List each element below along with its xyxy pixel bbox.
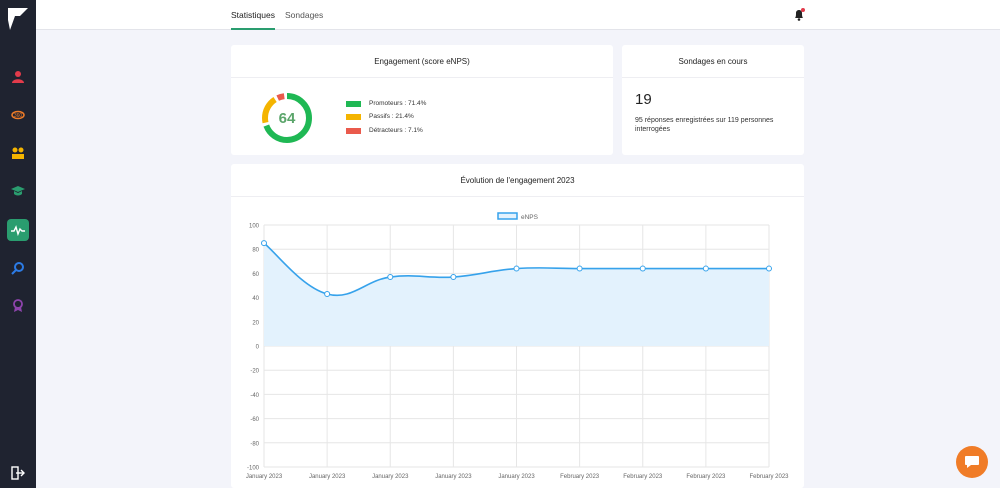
tab-sondages[interactable]: Sondages [285, 10, 324, 20]
surveys-card: Sondages en cours 19 95 réponses enregis… [622, 45, 804, 155]
chart-data-point[interactable] [324, 290, 331, 297]
legend-label-detracteurs: Détracteurs : 7.1% [369, 127, 423, 134]
pulse-icon[interactable] [7, 219, 29, 241]
x-tick-label: January 2023 [372, 474, 409, 480]
chart-data-point[interactable] [766, 265, 772, 272]
legend-promoteurs: Promoteurs : 71.4% [346, 100, 426, 107]
chart-data-point[interactable] [576, 265, 583, 272]
legend-label-promoteurs: Promoteurs : 71.4% [369, 100, 427, 107]
chart-data-point[interactable] [387, 274, 394, 281]
user-icon[interactable] [7, 66, 29, 88]
chart-data-point[interactable] [261, 240, 267, 247]
y-tick-label: -40 [250, 393, 259, 399]
team-icon[interactable] [7, 142, 29, 164]
chart-data-point[interactable] [513, 265, 520, 272]
award-icon[interactable] [7, 295, 29, 317]
legend-label-enps: eNPS [521, 214, 539, 221]
legend-swatch-passifs [346, 113, 361, 120]
chart-data-point[interactable] [639, 265, 646, 272]
x-tick-label: January 2023 [309, 474, 346, 480]
logout-icon[interactable] [7, 462, 29, 484]
y-tick-label: 100 [249, 224, 260, 230]
legend-label-passifs: Passifs : 21.4% [369, 113, 414, 120]
x-tick-label: January 2023 [246, 474, 283, 480]
legend-swatch-promoteurs [346, 100, 361, 107]
surveys-count: 19 [635, 91, 652, 108]
chart-series-line [263, 242, 769, 297]
y-tick-label: -80 [250, 441, 259, 447]
x-tick-label: February 2023 [623, 474, 663, 480]
legend-swatch-enps [497, 212, 518, 220]
surveys-description: 95 réponses enregistrées sur 119 personn… [635, 117, 774, 133]
y-tick-label: -100 [247, 466, 260, 472]
x-tick-label: February 2023 [686, 474, 726, 480]
engagement-chart-card: Évolution de l'engagement 2023 100 80 60 40… [231, 164, 804, 488]
legend-passifs: Passifs : 21.4% [346, 113, 414, 120]
app-logo[interactable] [6, 6, 30, 32]
surveys-card-title: Sondages en cours [622, 45, 804, 78]
chart-data-point[interactable] [450, 274, 457, 281]
top-bar: Statistiques Sondages [36, 0, 1000, 30]
y-tick-label: 0 [256, 345, 260, 351]
chat-button[interactable] [956, 446, 988, 478]
enps-donut: 64 [262, 93, 312, 143]
chat-bubble-icon [965, 456, 979, 468]
svg-text:360: 360 [14, 113, 23, 119]
legend-swatch-detracteurs [346, 127, 361, 134]
legend-detracteurs: Détracteurs : 7.1% [346, 127, 423, 134]
sidebar: 360 [0, 0, 36, 488]
x-tick-label: February 2023 [560, 474, 600, 480]
y-tick-label: -20 [250, 369, 259, 375]
y-tick-label: 40 [252, 296, 259, 302]
engagement-line-chart: 100 80 60 40 20 0 -20 -40 -60 -80 -100 January 2023… [246, 212, 789, 480]
donut-segment-passifs [262, 93, 312, 143]
x-tick-label: January 2023 [435, 474, 472, 480]
enps-score: 64 [279, 110, 296, 127]
chart-card-title: Évolution de l'engagement 2023 [231, 164, 804, 197]
x-tick-label: January 2023 [498, 474, 535, 480]
x-tick-label: February 2023 [749, 474, 789, 480]
notification-bell-icon[interactable] [793, 8, 805, 21]
y-tick-label: 60 [252, 272, 259, 278]
y-tick-label: 20 [252, 320, 259, 326]
engagement-card: Engagement (score eNPS) 64 Promoteurs : … [231, 45, 613, 155]
y-tick-label: -60 [250, 417, 259, 423]
engagement-card-title: Engagement (score eNPS) [231, 45, 613, 78]
360-icon[interactable]: 360 [7, 104, 29, 126]
tab-statistiques[interactable]: Statistiques [231, 0, 275, 30]
y-tick-label: 80 [252, 248, 259, 254]
graduation-cap-icon[interactable] [7, 180, 29, 202]
donut-segment-promoteurs [262, 93, 312, 143]
chart-data-point[interactable] [702, 265, 709, 272]
magnifier-icon[interactable] [7, 257, 29, 279]
